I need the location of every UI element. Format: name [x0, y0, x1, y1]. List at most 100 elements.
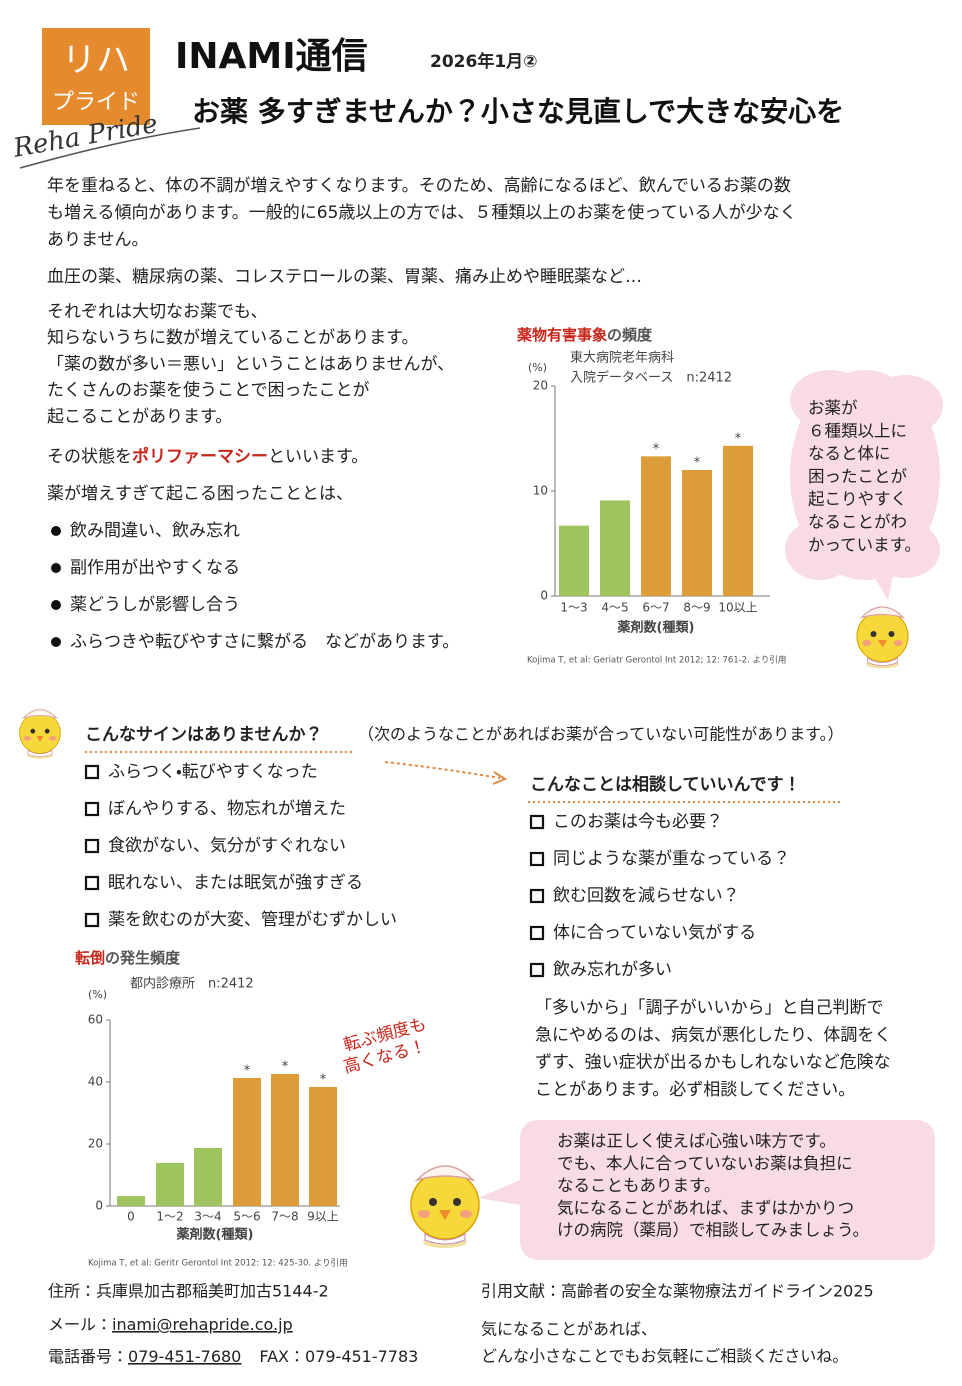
- paragraph-line: その状態をポリファーマシーといいます。: [47, 446, 368, 467]
- significance-mark: *: [282, 1059, 289, 1074]
- section-heading: こんなことは相談していいんです！: [530, 774, 801, 795]
- check-item: ぼんやりする、物忘れが増えた: [108, 799, 346, 819]
- speech-bubble: [478, 1120, 935, 1260]
- significance-mark: *: [653, 442, 660, 457]
- x-tick-label: 4～5: [601, 601, 628, 615]
- y-unit: (%): [528, 361, 547, 374]
- x-tick-label: 10以上: [718, 601, 757, 615]
- significance-mark: *: [244, 1063, 251, 1078]
- paragraph-line: 急にやめるのは、病気が悪化したり、体調をく: [535, 1025, 891, 1045]
- mascot: [410, 1165, 480, 1249]
- text-span: といいます。: [268, 447, 368, 467]
- checkbox: [84, 912, 100, 928]
- reference: 引用文献：高齢者の安全な薬物療法ガイドライン2025: [481, 1282, 874, 1301]
- bar: [233, 1077, 261, 1206]
- check-item: 薬を飲むのが大変、管理がむずかしい: [108, 910, 397, 930]
- check-item: 同じような薬が重なっている？: [553, 849, 790, 869]
- chart-title: 薬物有害事象の頻度: [516, 326, 652, 344]
- label: 電話番号：: [48, 1347, 128, 1366]
- y-tick-label: 40: [88, 1075, 103, 1089]
- check-item: 飲み忘れが多い: [553, 960, 672, 980]
- bar: [309, 1086, 337, 1206]
- y-tick-label: 10: [533, 484, 548, 498]
- issue: 2026年1月②: [430, 51, 538, 72]
- check-item: 眠れない、または眠気が強すぎる: [108, 873, 363, 893]
- logo-text: プライド: [52, 90, 140, 115]
- checkbox: [529, 814, 545, 830]
- x-tick-label: 3～4: [194, 1210, 221, 1224]
- bubble-line: ６種類以上に: [808, 421, 907, 440]
- x-tick-label: 1～2: [156, 1210, 183, 1224]
- check-item: 飲む回数を減らせない？: [553, 886, 740, 906]
- arrow-head: [492, 771, 508, 785]
- bubble-line: けの病院（薬局）で相談してみましょう。: [557, 1221, 869, 1240]
- checkbox: [84, 875, 100, 891]
- chart-subtitle: 入院データベース n:2412: [570, 370, 732, 386]
- list-item: ふらつきや転びやすさに繋がる などがあります。: [70, 632, 459, 652]
- paragraph-line: 「多いから」「調子がいいから」と自己判断で: [535, 998, 884, 1018]
- checkbox: [529, 962, 545, 978]
- checkbox: [529, 851, 545, 867]
- check-item: このお薬は今も必要？: [553, 812, 723, 832]
- x-tick-label: 5～6: [233, 1210, 260, 1224]
- chart-source: Kojima T, et al: Geritr Gerontol Int 201…: [88, 1259, 348, 1269]
- checkbox: [529, 888, 545, 904]
- paragraph-line: ありません。: [47, 230, 149, 250]
- chart-title-highlight: 転倒: [75, 949, 105, 967]
- bullet: [51, 563, 61, 573]
- highlight: ポリファーマシー: [132, 446, 268, 467]
- address: 住所：兵庫県加古郡稲美町加古5144-2: [48, 1282, 329, 1301]
- chart-subtitle: 都内診療所 n:2412: [130, 976, 254, 992]
- chart-title-highlight: 薬物有害事象: [516, 326, 607, 344]
- paragraph-line: 知らないうちに数が増えていることがあります。: [47, 328, 418, 348]
- x-axis-label: 薬剤数(種類): [176, 1227, 254, 1243]
- chart-source: Kojima T, et al: Geriatr Gerontol Int 20…: [527, 656, 786, 666]
- bubble-line: 起こりやすく: [808, 490, 907, 509]
- x-axis-label: 薬剤数(種類): [617, 620, 695, 636]
- x-tick-label: 9以上: [307, 1210, 339, 1224]
- bar: [641, 456, 671, 596]
- y-tick-label: 20: [88, 1137, 103, 1151]
- bubble-line: なると体に: [808, 444, 891, 463]
- x-tick-label: 0: [127, 1210, 135, 1224]
- bar: [682, 470, 712, 596]
- y-tick-label: 20: [533, 379, 548, 393]
- bar: [156, 1162, 184, 1206]
- closing-line: 気になることがあれば、: [481, 1320, 657, 1339]
- y-unit: (%): [88, 988, 107, 1001]
- logo-swoosh: [19, 127, 201, 169]
- significance-mark: *: [694, 456, 701, 471]
- bullet: [51, 600, 61, 610]
- bubble-line: なることもあります。: [557, 1176, 720, 1195]
- paragraph-line: ずす、強い症状が出るかもしれないなど危険な: [535, 1053, 891, 1073]
- significance-mark: *: [735, 431, 742, 446]
- chart-title-rest: の発生頻度: [105, 949, 180, 967]
- bar: [600, 500, 630, 596]
- email-link[interactable]: inami@rehapride.co.jp: [112, 1315, 293, 1334]
- bubble-line: かっています。: [808, 535, 921, 554]
- mascot: [856, 606, 909, 670]
- check-item: ふらつく・転びやすくなった: [108, 762, 318, 782]
- list-item: 薬どうしが影響し合う: [70, 595, 240, 615]
- paragraph-line: それぞれは大切なお薬でも、: [47, 302, 268, 322]
- bar: [117, 1196, 145, 1206]
- title: INAMI通信: [175, 36, 368, 77]
- contact: 電話番号：079-451-7680 FAX：079-451-7783: [48, 1347, 418, 1366]
- mascot: [19, 709, 61, 760]
- x-tick-label: 1～3: [560, 601, 587, 615]
- significance-mark: *: [320, 1072, 327, 1087]
- bullet: [51, 637, 61, 647]
- label: メール：: [48, 1315, 112, 1334]
- logo-text: リハ: [62, 41, 130, 81]
- y-tick-label: 0: [95, 1199, 103, 1213]
- closing-line: どんな小さなことでもお気軽にご相談くださいね。: [481, 1347, 848, 1366]
- checkbox: [84, 801, 100, 817]
- chart-title: 転倒の発生頻度: [75, 949, 180, 967]
- checkbox: [84, 764, 100, 780]
- paragraph-line: たくさんのお薬を使うことで困ったことが: [47, 380, 370, 401]
- section-note: （次のようなことがあればお薬が合っていない可能性があります。）: [358, 725, 844, 744]
- fax: FAX：079-451-7783: [259, 1347, 418, 1366]
- arrow: [384, 761, 501, 779]
- paragraph-line: も増える傾向があります。一般的に65歳以上の方では、５種類以上のお薬を使っている…: [47, 202, 797, 223]
